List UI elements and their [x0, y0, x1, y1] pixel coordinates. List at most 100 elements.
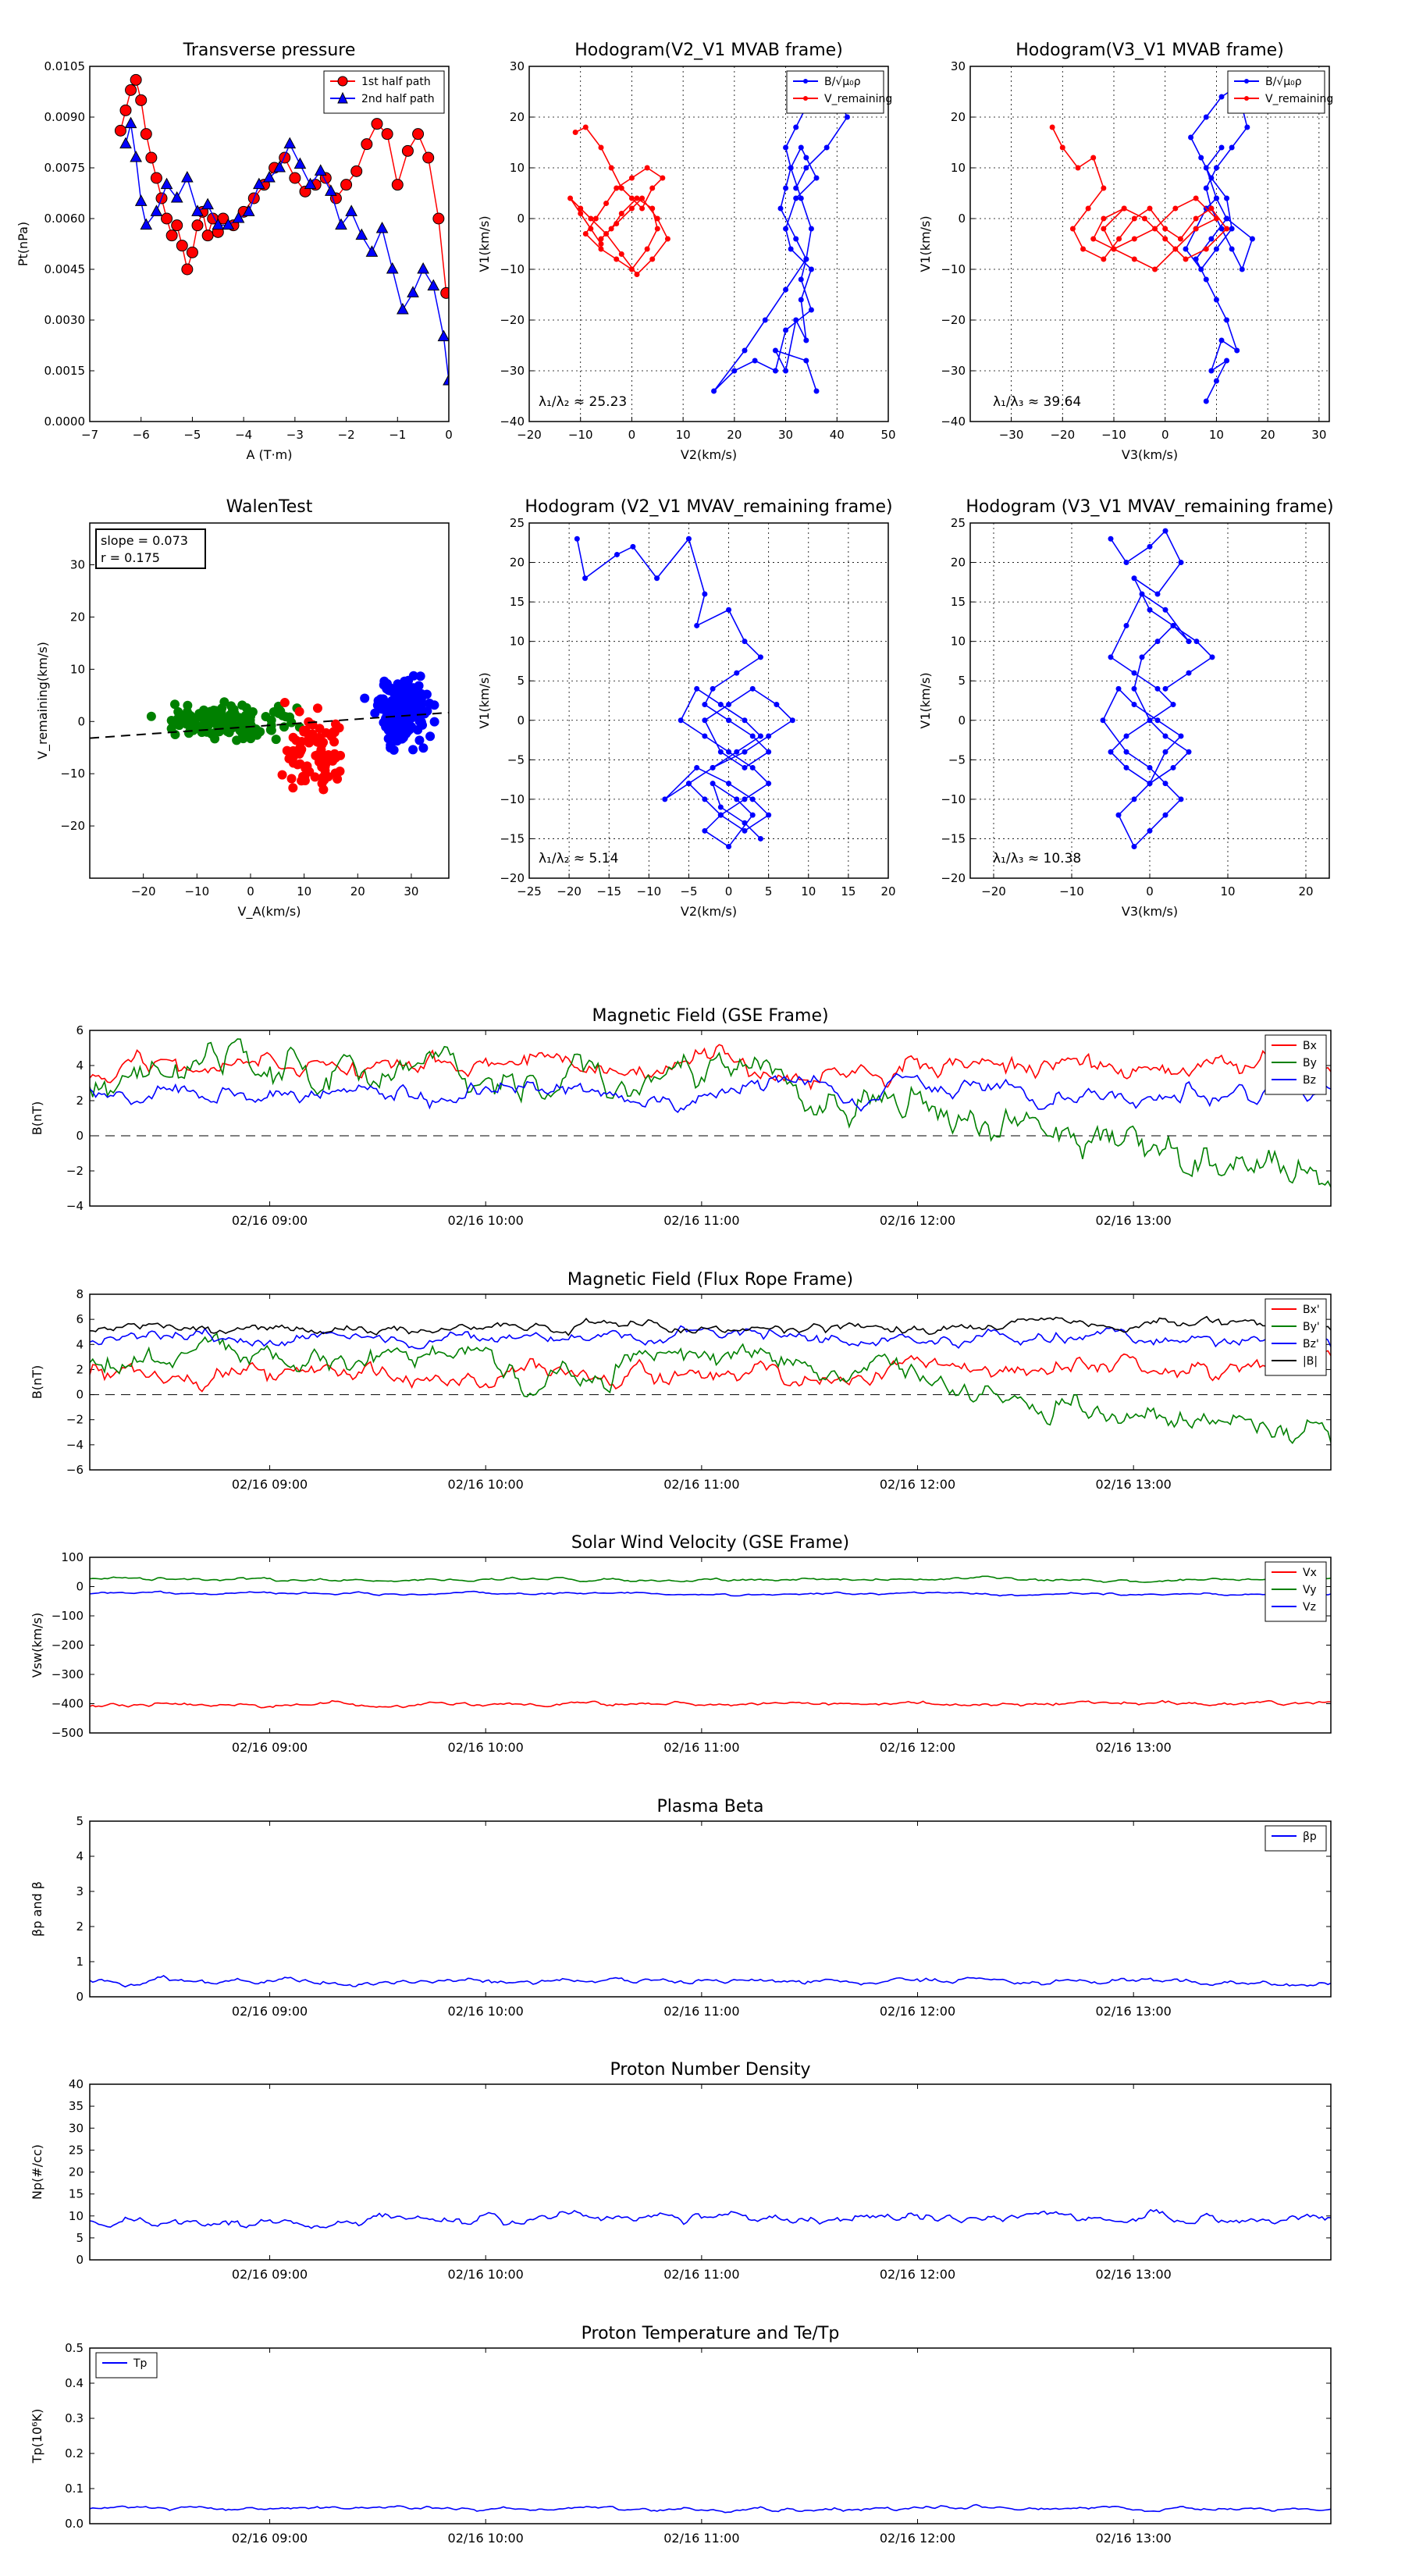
data-point [618, 251, 624, 257]
x-tick-label: −10 [1101, 428, 1126, 442]
time-tick-label: 02/16 13:00 [1096, 1740, 1172, 1755]
data-point [386, 262, 399, 274]
x-tick-label: 10 [1209, 428, 1224, 442]
data-point [181, 263, 194, 276]
data-point [766, 749, 772, 755]
y-tick-label: 10 [951, 635, 966, 649]
data-point [191, 219, 204, 232]
data-point [793, 236, 799, 242]
series-line [90, 1073, 1331, 1114]
y-tick-label: −40 [941, 415, 966, 429]
data-point [1213, 195, 1219, 201]
plot-area [90, 2503, 1331, 2514]
y-tick-label: 4 [76, 1059, 84, 1073]
data-point [150, 205, 163, 216]
data-point [1209, 654, 1215, 660]
legend-label: Bz' [1303, 1338, 1319, 1350]
eigen-ratio-annotation: λ₁/λ₂ ≈ 25.23 [539, 394, 627, 410]
data-point [176, 240, 188, 252]
scatter-point [429, 700, 439, 710]
scatter-point [414, 681, 424, 691]
data-point [1123, 733, 1129, 739]
data-point [1154, 685, 1161, 692]
data-point [1224, 215, 1230, 222]
data-point [1224, 317, 1230, 323]
plot-area [90, 2208, 1331, 2229]
data-point [124, 116, 137, 129]
y-tick-label: 15 [69, 2187, 84, 2201]
x-tick-label: 0 [445, 428, 453, 442]
x-tick-label: 0 [628, 428, 636, 442]
x-axis-label: V3(km/s) [1122, 904, 1178, 919]
y-tick-label: 25 [951, 516, 966, 530]
data-point [649, 256, 656, 262]
axes-frame [89, 2347, 1332, 2524]
scatter-point [210, 710, 220, 720]
data-point [289, 172, 301, 184]
time-tick-label: 02/16 09:00 [232, 1213, 308, 1228]
data-point [1147, 781, 1153, 787]
data-point [574, 535, 580, 542]
data-point [1101, 185, 1107, 191]
y-tick-label: 10 [70, 662, 85, 676]
x-tick-label: −20 [517, 428, 542, 442]
legend-box [1264, 1561, 1327, 1622]
data-point [813, 175, 820, 181]
x-tick-label: 20 [727, 428, 742, 442]
data-point [397, 302, 409, 315]
data-point [757, 835, 763, 841]
data-point [119, 137, 132, 149]
y-tick-label: −30 [941, 364, 966, 378]
data-point [130, 150, 142, 162]
y-axis-label: Vsw(km/s) [30, 1613, 44, 1678]
axes-frame [89, 1557, 1332, 1734]
x-tick-label: −20 [557, 884, 582, 898]
data-point [813, 388, 820, 394]
legend-marker [803, 96, 808, 101]
x-tick-label: −2 [338, 428, 355, 442]
y-tick-label: 0 [958, 212, 966, 226]
data-point [1131, 702, 1137, 708]
legend-marker [337, 76, 348, 87]
y-tick-label: −100 [52, 1609, 84, 1623]
legend-label: B/√μ₀ρ [1265, 76, 1302, 88]
scatter-point [237, 729, 247, 739]
data-point [1147, 543, 1153, 550]
axes-frame [89, 1820, 1332, 1998]
data-point [803, 358, 809, 364]
data-point [731, 368, 738, 374]
legend-box [1264, 1034, 1327, 1095]
data-point [749, 733, 756, 739]
y-tick-label: 0.0015 [44, 364, 86, 378]
data-point [662, 796, 668, 802]
data-point [1101, 256, 1107, 262]
data-point [808, 307, 814, 313]
data-point [582, 575, 589, 582]
data-point [391, 179, 404, 191]
scatter-point [297, 744, 307, 754]
time-tick-label: 02/16 12:00 [880, 2004, 955, 2019]
data-point [325, 184, 337, 196]
y-tick-label: 30 [510, 59, 525, 73]
data-point [1172, 205, 1179, 212]
legend-label: Bx [1303, 1040, 1317, 1052]
data-point [381, 128, 393, 141]
scatter-point [210, 734, 220, 744]
y-tick-label: −30 [500, 364, 525, 378]
scatter-point [314, 737, 324, 747]
data-point [734, 796, 740, 802]
data-point [1234, 347, 1240, 354]
scatter-point [302, 761, 312, 771]
y-axis-label: Pt(nPa) [16, 222, 30, 266]
data-point [783, 185, 789, 191]
y-tick-label: −400 [52, 1697, 84, 1711]
scatter-point [401, 728, 411, 738]
data-point [1193, 215, 1199, 222]
data-point [1162, 528, 1168, 534]
data-point [567, 195, 574, 201]
data-point [726, 717, 732, 724]
x-tick-label: −10 [637, 884, 662, 898]
data-point [664, 236, 670, 242]
data-point [186, 246, 198, 258]
data-point [1193, 195, 1199, 201]
